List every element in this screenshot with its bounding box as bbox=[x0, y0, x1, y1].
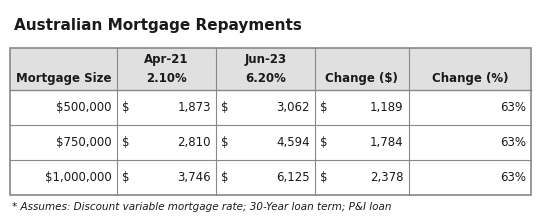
Text: 6,125: 6,125 bbox=[276, 171, 310, 184]
Text: Australian Mortgage Repayments: Australian Mortgage Repayments bbox=[14, 18, 302, 33]
Text: 2.10%: 2.10% bbox=[146, 72, 187, 85]
Text: 1,189: 1,189 bbox=[370, 101, 404, 114]
Text: Change (%): Change (%) bbox=[432, 72, 508, 85]
Text: 2,810: 2,810 bbox=[177, 136, 211, 149]
Text: 3,062: 3,062 bbox=[276, 101, 310, 114]
Text: 4,594: 4,594 bbox=[276, 136, 310, 149]
Bar bbox=[10, 48, 531, 90]
Text: $: $ bbox=[320, 136, 327, 149]
Text: 2,378: 2,378 bbox=[370, 171, 404, 184]
Text: Mortgage Size: Mortgage Size bbox=[16, 72, 111, 85]
Text: * Assumes: Discount variable mortgage rate; 30-Year loan term; P&I loan: * Assumes: Discount variable mortgage ra… bbox=[12, 202, 392, 212]
Text: 1,873: 1,873 bbox=[177, 101, 211, 114]
Text: 1,784: 1,784 bbox=[370, 136, 404, 149]
Text: $: $ bbox=[122, 171, 129, 184]
Bar bbox=[10, 48, 531, 195]
Text: Apr-21: Apr-21 bbox=[144, 53, 189, 66]
Text: $500,000: $500,000 bbox=[56, 101, 112, 114]
Text: $: $ bbox=[122, 136, 129, 149]
Text: $: $ bbox=[221, 171, 228, 184]
Text: 63%: 63% bbox=[500, 171, 526, 184]
Text: Change ($): Change ($) bbox=[325, 72, 398, 85]
Text: $: $ bbox=[320, 171, 327, 184]
Text: 63%: 63% bbox=[500, 136, 526, 149]
Text: $: $ bbox=[320, 101, 327, 114]
Text: $1,000,000: $1,000,000 bbox=[45, 171, 112, 184]
Text: $750,000: $750,000 bbox=[56, 136, 112, 149]
Text: $: $ bbox=[122, 101, 129, 114]
Text: 3,746: 3,746 bbox=[177, 171, 211, 184]
Text: 63%: 63% bbox=[500, 101, 526, 114]
Text: $: $ bbox=[221, 136, 228, 149]
Text: 6.20%: 6.20% bbox=[245, 72, 286, 85]
Text: Jun-23: Jun-23 bbox=[244, 53, 286, 66]
Text: $: $ bbox=[221, 101, 228, 114]
